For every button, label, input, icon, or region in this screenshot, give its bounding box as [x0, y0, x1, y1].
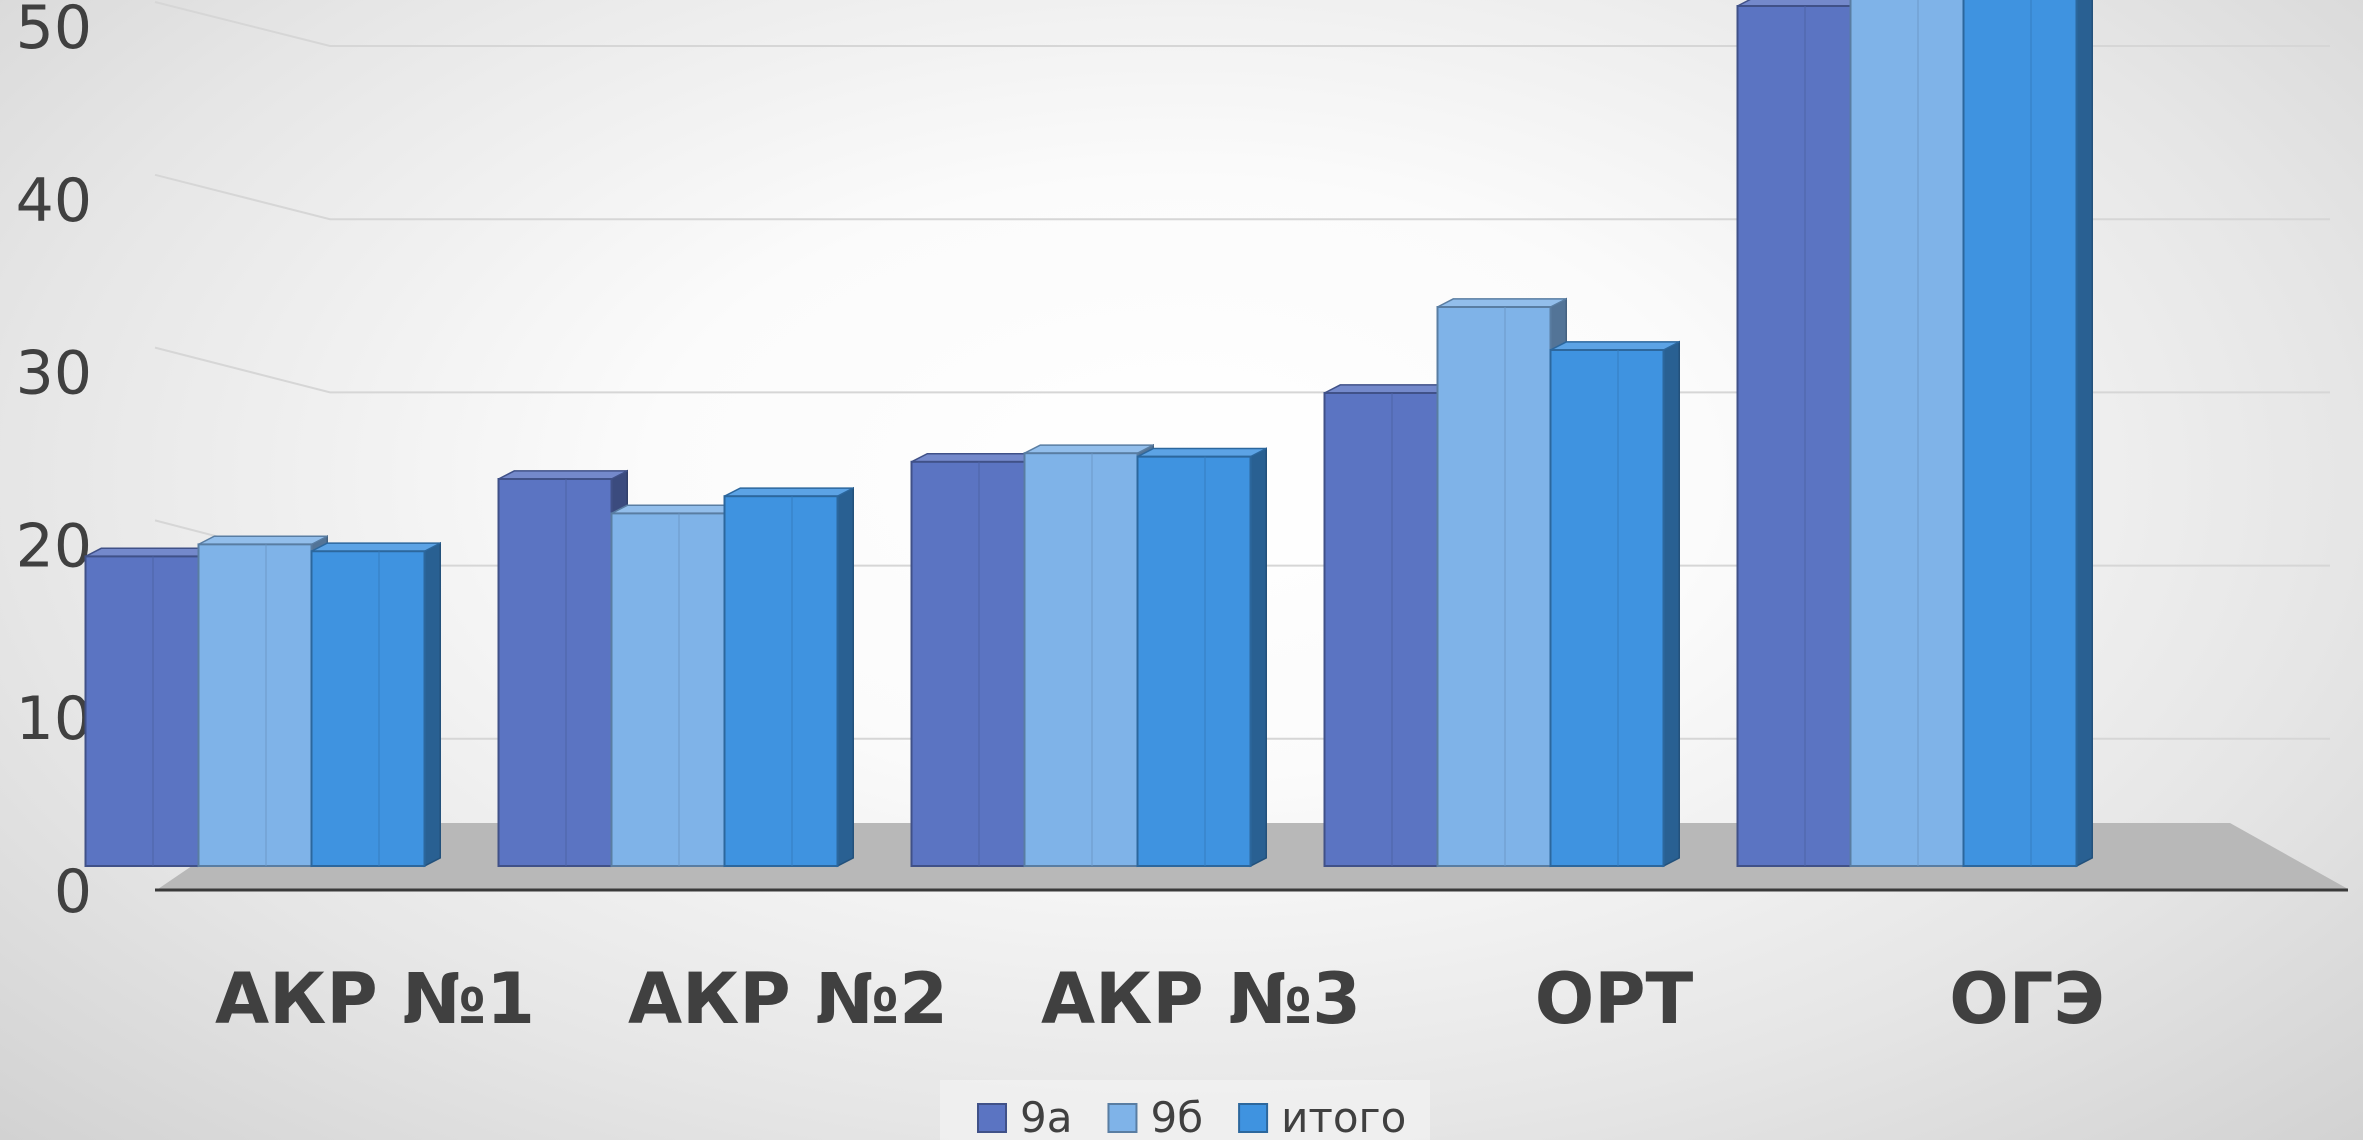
legend-label: 9б	[1150, 1093, 1203, 1140]
y-tick-label: 30	[16, 339, 92, 409]
bar	[1962, 0, 2093, 868]
y-tick-label: 40	[16, 166, 92, 236]
y-tick-label: 10	[16, 684, 92, 754]
bar	[1023, 443, 1154, 868]
y-tick-label: 0	[54, 857, 92, 927]
bar	[84, 547, 215, 868]
legend-box	[940, 1080, 1430, 1140]
bar	[1736, 0, 1867, 868]
bar	[1849, 0, 1980, 868]
bar	[610, 504, 741, 868]
gridline	[154, 1, 2330, 47]
bar	[497, 469, 628, 868]
x-tick-label: АКР №2	[628, 958, 948, 1040]
y-tick-label: 20	[16, 511, 92, 581]
legend-label: 9а	[1020, 1093, 1072, 1140]
legend-swatch	[1238, 1103, 1269, 1133]
legend-label: итого	[1281, 1093, 1406, 1140]
legend-swatch	[1107, 1103, 1138, 1133]
bar	[310, 541, 441, 868]
bar	[197, 535, 328, 868]
bars	[84, 0, 2093, 868]
bar	[1436, 297, 1567, 868]
bar	[723, 486, 854, 868]
x-tick-label: АКР №1	[215, 958, 535, 1040]
y-tick-label: 50	[16, 0, 92, 63]
legend-swatch	[977, 1103, 1007, 1133]
bar	[1136, 447, 1267, 868]
gridline	[154, 173, 2330, 221]
y-axis-ticks: 0 10 20 30 40 50	[16, 0, 92, 927]
bar	[1323, 383, 1454, 868]
x-axis-ticks: АКР №1 АКР №2 АКР №3 ОРТ ОГЭ	[215, 958, 2105, 1040]
legend: 9а 9б итого	[940, 1080, 1430, 1140]
bar	[1549, 340, 1680, 868]
x-tick-label: АКР №3	[1041, 958, 1361, 1040]
x-tick-label: ОГЭ	[1949, 958, 2104, 1040]
x-tick-label: ОРТ	[1535, 958, 1694, 1040]
bar	[910, 452, 1041, 868]
